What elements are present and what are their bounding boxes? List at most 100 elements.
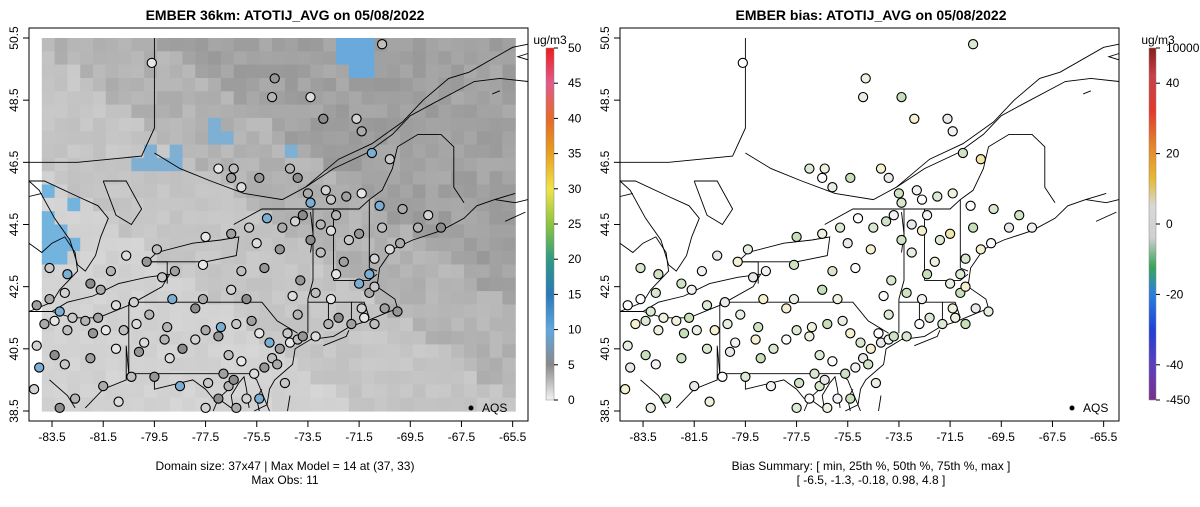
- right-site-marker: [883, 309, 894, 320]
- right-site-marker: [950, 312, 961, 323]
- heatmap-cell: [502, 157, 516, 172]
- right-map-line: [924, 273, 969, 281]
- left-site-marker: [279, 377, 291, 389]
- heatmap-cell: [246, 144, 260, 159]
- heatmap-cell: [310, 144, 324, 159]
- heatmap-cell: [93, 237, 107, 252]
- model-map-panel: EMBER 36km: ATOTIJ_AVG on 05/08/2022 -83…: [7, 7, 582, 487]
- heatmap-cell: [131, 357, 145, 372]
- left-site-marker: [69, 393, 81, 404]
- heatmap-cell: [464, 184, 478, 199]
- left-site-marker: [118, 325, 129, 336]
- heatmap-cell: [41, 117, 56, 132]
- right-site-marker: [701, 300, 713, 311]
- heatmap-cell: [297, 371, 312, 385]
- heatmap-cell: [131, 131, 145, 146]
- left-site-marker: [151, 244, 163, 255]
- heatmap-cell: [412, 357, 427, 372]
- left-site-marker: [302, 188, 314, 199]
- left-colorbar-label: 0: [568, 393, 575, 407]
- heatmap-cell: [93, 117, 107, 132]
- heatmap-cell: [182, 211, 196, 226]
- heatmap-cell: [246, 264, 260, 279]
- right-map-line: [744, 373, 805, 399]
- heatmap-cell: [387, 104, 401, 119]
- heatmap-cell: [93, 157, 107, 172]
- right-site-marker: [788, 293, 800, 305]
- heatmap-cell: [118, 91, 132, 106]
- heatmap-cell: [348, 371, 363, 385]
- heatmap-cell: [489, 38, 503, 52]
- heatmap-cell: [361, 157, 376, 172]
- heatmap-cell: [297, 51, 312, 66]
- heatmap-cell: [105, 384, 120, 399]
- left-site-marker: [359, 312, 370, 323]
- heatmap-cell: [41, 277, 56, 292]
- heatmap-cell: [105, 104, 120, 119]
- heatmap-cell: [438, 371, 452, 385]
- left-site-marker: [346, 318, 357, 330]
- heatmap-cell: [284, 78, 299, 92]
- heatmap-cell: [80, 371, 94, 385]
- heatmap-cell: [233, 131, 248, 146]
- right-site-marker: [817, 284, 828, 295]
- heatmap-cell: [502, 237, 516, 252]
- heatmap-cell: [208, 131, 222, 146]
- heatmap-cell: [310, 64, 324, 79]
- right-map-line: [619, 180, 700, 272]
- left-site-marker: [305, 91, 316, 103]
- left-chart-title: EMBER 36km: ATOTIJ_AVG on 05/08/2022: [146, 7, 425, 23]
- heatmap-cell: [182, 117, 196, 132]
- right-site-marker: [625, 362, 636, 373]
- right-site-marker: [788, 259, 800, 271]
- heatmap-cell: [182, 78, 196, 92]
- left-site-marker: [305, 234, 316, 246]
- heatmap-cell: [259, 304, 273, 319]
- right-map-line: [1083, 90, 1092, 95]
- right-site-marker: [893, 188, 905, 199]
- heatmap-cell: [361, 91, 376, 106]
- left-site-marker: [54, 306, 65, 317]
- right-site-marker: [975, 244, 986, 255]
- heatmap-cell: [451, 384, 465, 399]
- heatmap-cell: [131, 117, 145, 132]
- left-site-marker: [200, 325, 211, 336]
- right-site-marker: [793, 377, 805, 389]
- heatmap-cell: [67, 344, 81, 359]
- heatmap-cell: [425, 184, 439, 199]
- heatmap-cell: [438, 344, 452, 359]
- heatmap-cell: [489, 371, 503, 385]
- heatmap-cell: [464, 397, 478, 412]
- heatmap-cell: [93, 397, 107, 412]
- heatmap-cell: [400, 184, 414, 199]
- heatmap-cell: [374, 291, 388, 305]
- heatmap-cell: [131, 397, 145, 412]
- heatmap-cell: [118, 264, 132, 279]
- left-colorbar-label: 40: [568, 111, 582, 125]
- left-colorbar-label: 30: [568, 182, 582, 196]
- left-site-marker: [49, 315, 60, 327]
- right-site-marker: [901, 287, 912, 299]
- heatmap-cell: [144, 357, 158, 372]
- heatmap-cell: [425, 104, 439, 119]
- heatmap-cell: [489, 264, 503, 279]
- right-site-marker: [619, 384, 631, 395]
- heatmap-cell: [464, 157, 478, 172]
- heatmap-cell: [54, 237, 68, 252]
- right-map-line: [619, 192, 633, 197]
- heatmap-cell: [425, 331, 439, 345]
- right-site-marker: [653, 325, 664, 336]
- left-y-axis: 38.5 40.5 42.5 44.5 46.5 48.5 50.5: [7, 26, 29, 423]
- heatmap-cell: [502, 277, 516, 292]
- right-map-line: [675, 345, 721, 409]
- right-y-tick-label: 38.5: [598, 399, 612, 423]
- right-site-marker: [750, 334, 761, 345]
- right-site-marker: [791, 231, 802, 243]
- heatmap-cell: [272, 157, 286, 172]
- heatmap-cell: [412, 317, 427, 332]
- heatmap-cell: [195, 384, 209, 399]
- right-colorbar-label: 10000: [1166, 41, 1200, 55]
- heatmap-cell: [284, 264, 299, 279]
- heatmap-cell: [220, 38, 235, 52]
- heatmap-cell: [195, 277, 209, 292]
